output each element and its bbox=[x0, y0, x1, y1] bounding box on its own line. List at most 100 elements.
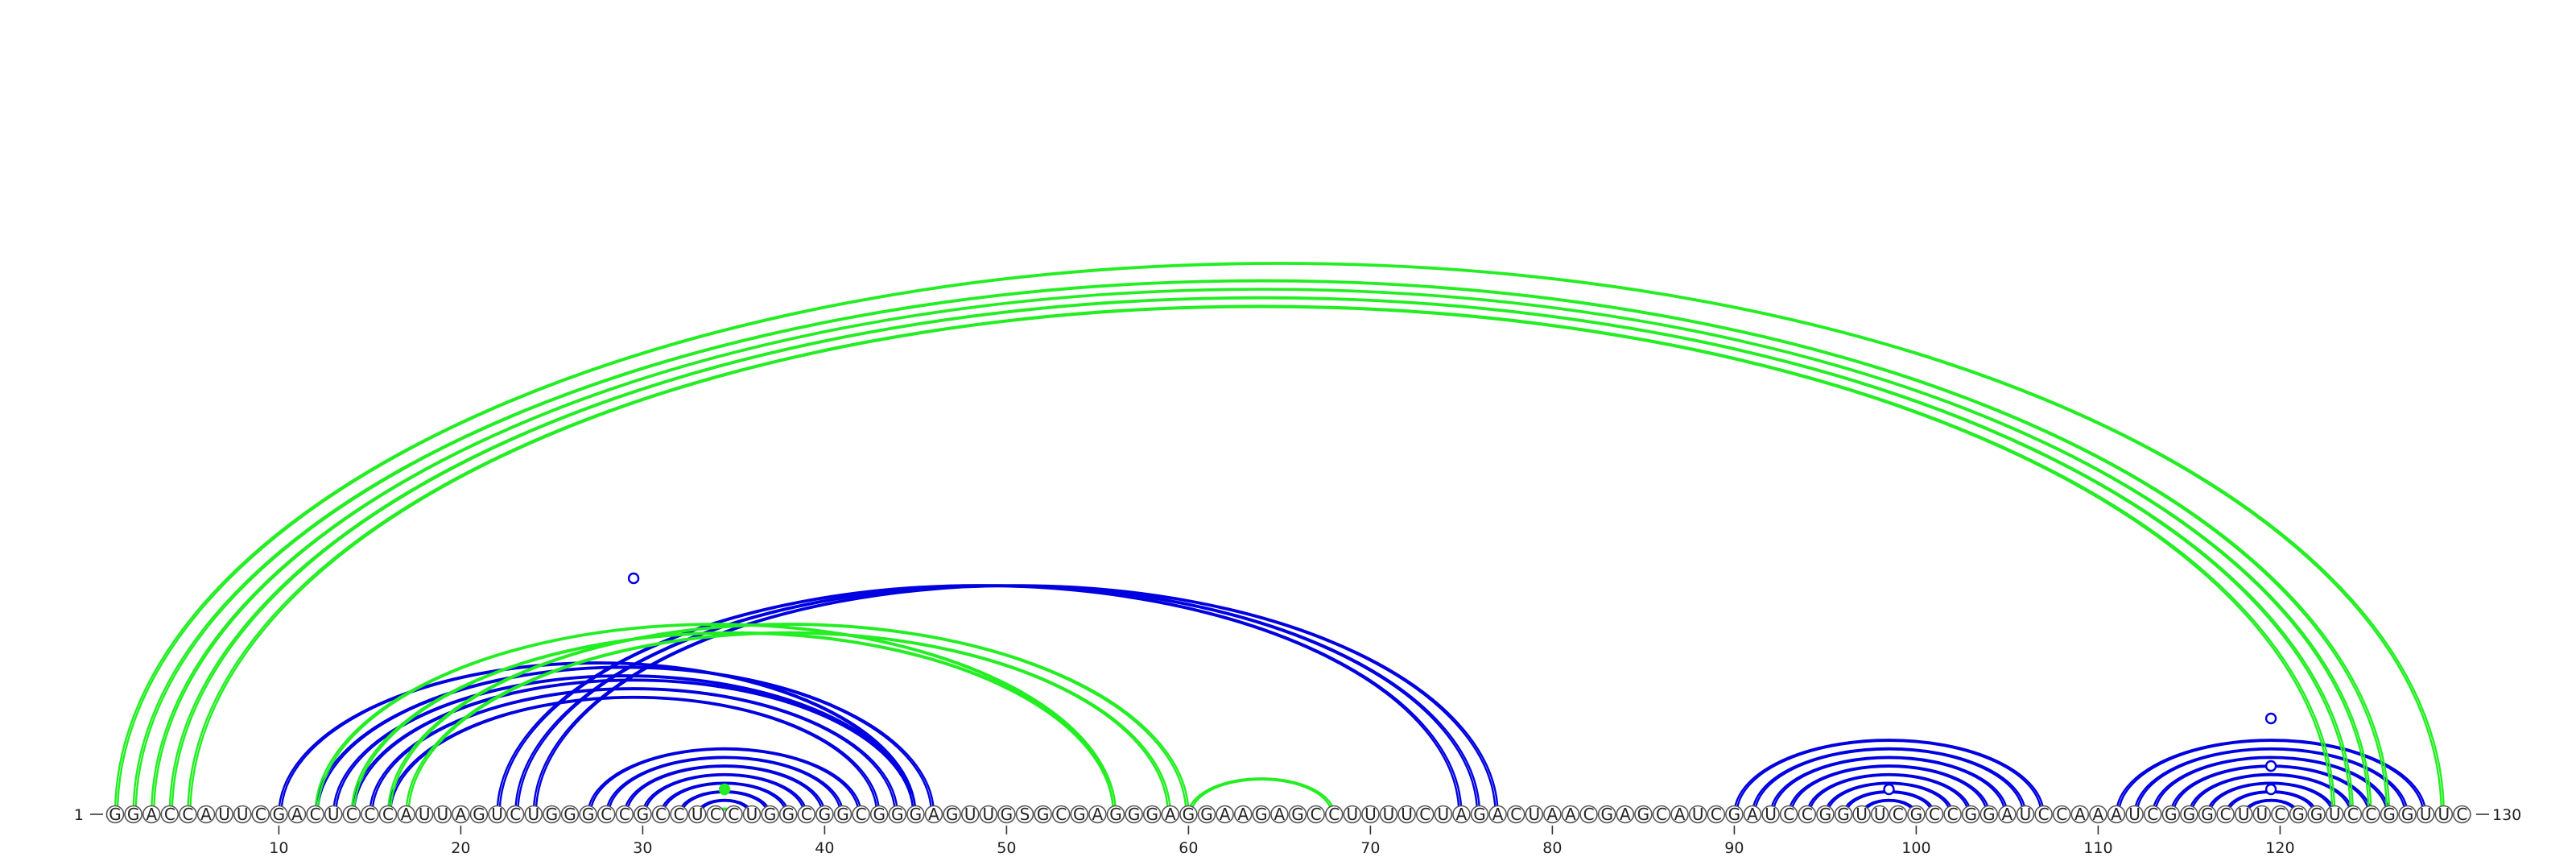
nucleotide-31-circle bbox=[651, 805, 671, 824]
nucleotide-89: C bbox=[1711, 805, 1722, 824]
nucleotide-81: A bbox=[1565, 805, 1576, 824]
nucleotide-68: C bbox=[1328, 805, 1340, 824]
nucleotide-36: U bbox=[746, 805, 758, 824]
backbone-layer: 1 130 bbox=[74, 806, 2521, 824]
nucleotide-4-circle bbox=[160, 805, 180, 824]
green-arc-16-60-inner bbox=[389, 623, 1187, 815]
nucleotide-107-circle bbox=[2034, 805, 2053, 824]
nucleotide-59: A bbox=[1165, 805, 1176, 824]
nucleotide-7-circle bbox=[215, 805, 233, 824]
nucleotide-88: U bbox=[1692, 805, 1704, 824]
nucleotide-106-circle bbox=[2016, 805, 2035, 824]
nucleotide-111-circle bbox=[2107, 805, 2126, 824]
nucleotide-9-circle bbox=[251, 805, 270, 824]
nucleotide-106: U bbox=[2020, 805, 2032, 824]
green-arc-4-124-inner bbox=[171, 297, 2351, 815]
nucleotide-35: C bbox=[728, 805, 739, 824]
nucleotide-47-circle bbox=[943, 805, 961, 824]
nucleotide-16: C bbox=[382, 805, 394, 824]
nucleotide-12-circle bbox=[306, 805, 324, 824]
blue-arc-94-103-inner bbox=[1808, 774, 1970, 815]
nucleotide-110: A bbox=[2093, 805, 2104, 824]
nucleotide-6: A bbox=[200, 805, 212, 824]
nucleotide-114-circle bbox=[2161, 805, 2181, 824]
nucleotide-79-circle bbox=[1525, 805, 1544, 824]
nucleotide-18-circle bbox=[415, 805, 434, 824]
nucleotide-65: A bbox=[1274, 805, 1286, 824]
nucleotide-1: G bbox=[109, 805, 122, 824]
blue-arc-90-107-inner bbox=[1736, 739, 2042, 815]
nucleotide-23: C bbox=[510, 805, 521, 824]
nucleotide-37: G bbox=[764, 805, 777, 824]
nucleotide-49: U bbox=[982, 805, 994, 824]
nucleotide-70-circle bbox=[1361, 805, 1380, 824]
nucleotide-66: G bbox=[1291, 805, 1304, 824]
nucleotide-44-circle bbox=[888, 805, 907, 824]
nucleotide-57-circle bbox=[1125, 805, 1143, 824]
tick-label-30: 30 bbox=[633, 839, 652, 857]
blue-arc-29-40-inner bbox=[625, 765, 824, 815]
nucleotide-37-circle bbox=[761, 805, 779, 824]
blue-arc-111-128 bbox=[2115, 739, 2427, 815]
nucleotide-25: G bbox=[546, 805, 559, 824]
nucleotide-127-circle bbox=[2398, 805, 2417, 824]
nucleotide-120-circle bbox=[2271, 805, 2289, 824]
blue-arc-12-46 bbox=[314, 665, 935, 815]
green-arc-5-123-inner bbox=[189, 305, 2334, 815]
blue-arc-27-42-inner bbox=[589, 748, 860, 815]
nucleotide-21-circle bbox=[469, 805, 489, 824]
nucleotide-52-circle bbox=[1034, 805, 1052, 824]
nucleotide-41-circle bbox=[833, 805, 852, 824]
nucleotide-101-circle bbox=[1925, 805, 1944, 824]
nucleotide-62-circle bbox=[1216, 805, 1234, 824]
nucleotide-81-circle bbox=[1561, 805, 1580, 824]
green-arc-2-126 bbox=[132, 279, 2391, 815]
green-arc-2-126-inner bbox=[134, 279, 2388, 815]
nucleotide-5: C bbox=[182, 805, 193, 824]
nucleotide-33: U bbox=[691, 805, 704, 824]
nucleotide-114: G bbox=[2165, 805, 2178, 824]
blue-arc-115-124-inner bbox=[2190, 774, 2351, 815]
nucleotide-102: C bbox=[1947, 805, 1959, 824]
tick-label-100: 100 bbox=[1901, 839, 1930, 857]
nucleotide-130: C bbox=[2456, 805, 2467, 824]
nucleotide-26: G bbox=[564, 805, 576, 824]
nucleotide-119-circle bbox=[2252, 805, 2272, 824]
nucleotide-126-circle bbox=[2380, 805, 2399, 824]
nucleotide-49-circle bbox=[979, 805, 998, 824]
nucleotide-65-circle bbox=[1270, 805, 1289, 824]
nucleotide-38: G bbox=[782, 805, 795, 824]
green-arc-16-60 bbox=[386, 623, 1190, 815]
nucleotide-103: G bbox=[1964, 805, 1977, 824]
nucleotide-29: C bbox=[619, 805, 630, 824]
blue-arc-15-44 bbox=[369, 687, 898, 815]
nucleotide-104: G bbox=[1983, 805, 1996, 824]
nucleotide-85: G bbox=[1637, 805, 1650, 824]
nucleotide-122-circle bbox=[2307, 805, 2326, 824]
nucleotide-82-circle bbox=[1579, 805, 1598, 824]
blue-arc-112-127-inner bbox=[2136, 748, 2406, 815]
tick-label-110: 110 bbox=[2083, 839, 2112, 857]
tick-label-70: 70 bbox=[1360, 839, 1380, 857]
blue-arc-24-77 bbox=[532, 584, 1499, 815]
nucleotide-67: C bbox=[1311, 805, 1322, 824]
markers-layer bbox=[627, 572, 2277, 796]
tick-label-40: 40 bbox=[815, 839, 834, 857]
nucleotide-48: U bbox=[964, 805, 976, 824]
nucleotide-112-circle bbox=[2125, 805, 2144, 824]
nucleotide-15-circle bbox=[361, 805, 379, 824]
nucleotide-77: A bbox=[1492, 805, 1504, 824]
nucleotide-121: G bbox=[2292, 805, 2305, 824]
nucleotide-76: G bbox=[1473, 805, 1486, 824]
blue-arc-92-105 bbox=[1769, 756, 2008, 815]
nucleotide-128: U bbox=[2420, 805, 2432, 824]
blue-arc-113-126-inner bbox=[2154, 756, 2388, 815]
nucleotide-13-circle bbox=[324, 805, 343, 824]
nucleotide-107: C bbox=[2038, 805, 2050, 824]
nucleotide-58: G bbox=[1146, 805, 1158, 824]
nucleotide-89-circle bbox=[1707, 805, 1726, 824]
nucleotide-78-circle bbox=[1506, 805, 1525, 824]
nucleotide-59-circle bbox=[1161, 805, 1180, 824]
nucleotide-54: G bbox=[1073, 805, 1086, 824]
nucleotide-74: U bbox=[1437, 805, 1449, 824]
